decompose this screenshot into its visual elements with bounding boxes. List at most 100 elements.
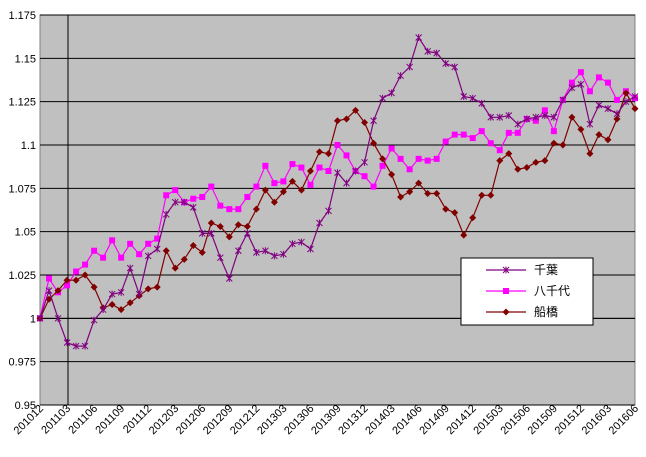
data-point [532,158,540,166]
data-point [532,113,540,121]
data-point [225,274,233,282]
data-point [253,248,260,256]
y-tick-label: 1.15 [15,53,36,65]
data-point [234,247,242,255]
data-point [243,222,251,230]
data-point [442,205,450,213]
data-point [406,63,413,71]
data-point [63,276,71,284]
data-point [460,231,468,239]
data-point [316,164,323,171]
data-point [307,181,314,188]
data-point [261,186,269,194]
data-point [198,229,206,237]
data-point [415,155,422,162]
data-point [631,105,639,113]
data-point [496,147,503,154]
data-point [135,290,143,298]
data-point [460,92,468,100]
data-point [541,107,548,114]
y-tick-label: 0.95 [15,400,36,412]
data-point [487,191,495,199]
data-point [90,283,98,291]
data-point [343,179,350,187]
data-point [433,190,441,198]
data-point [54,314,62,322]
data-point [108,300,116,308]
y-tick-label: 1.125 [8,97,36,109]
data-point [397,72,404,80]
data-point [225,233,233,241]
series-0 [36,34,639,350]
data-point [433,49,441,57]
data-point [424,157,431,164]
series-2 [36,89,639,322]
data-point [505,129,512,136]
y-tick-label: 0.975 [8,357,36,369]
data-point [379,94,386,102]
data-point [568,84,576,92]
data-point [352,106,360,114]
data-point [234,221,242,229]
data-point [208,183,215,190]
y-axis-tick-labels: 0.95 0.975 1 1.025 1.05 1.075 1.1 1.125 1.15 1.17… [8,10,36,412]
legend-swatch-marker [502,266,510,274]
data-point [469,214,477,222]
data-point [297,186,305,194]
data-point [280,178,287,185]
data-point [361,158,368,166]
data-point [586,120,594,128]
data-point [577,80,585,88]
data-point [306,167,314,175]
data-point [226,206,233,213]
data-point [361,173,368,180]
data-point [595,131,603,139]
data-point [478,191,486,199]
data-point [207,229,215,237]
data-point [45,287,53,295]
x-tick-label: 201106 [66,403,100,437]
y-tick-label: 1.025 [8,270,36,282]
data-point [126,264,134,272]
data-point [334,169,341,177]
legend-swatch-marker [502,308,510,316]
data-point [622,98,630,106]
data-point [559,141,567,149]
x-tick-label: 201109 [93,403,127,437]
data-point [469,94,477,102]
data-point [451,63,459,71]
data-point [298,164,305,171]
data-point [541,112,549,120]
data-point [550,113,558,121]
data-point [622,89,630,97]
data-point [523,164,531,172]
data-point [442,60,450,68]
data-point [577,125,585,133]
data-point [595,101,603,109]
data-point [280,250,287,258]
data-point [216,254,224,262]
legend-item: 八千代 [486,284,570,298]
data-point [253,183,260,190]
data-point [631,92,639,100]
data-point [72,342,80,350]
data-point [235,206,242,213]
data-point [370,183,377,190]
data-point [81,342,89,350]
data-point [379,162,386,169]
x-tick-label: 201103 [39,403,73,437]
data-point [289,240,296,248]
data-point [496,113,504,121]
data-point [73,268,80,275]
data-point [433,155,440,162]
data-point [144,285,152,293]
data-point [162,247,170,255]
data-point [243,229,251,237]
data-point [478,128,485,135]
data-point [217,202,224,209]
data-point [451,209,459,217]
data-point [514,129,521,136]
data-point [523,115,531,123]
data-point [613,115,621,123]
legend-box [460,257,594,326]
